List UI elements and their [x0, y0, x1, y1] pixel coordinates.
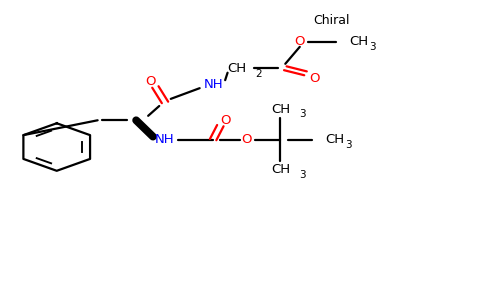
Text: 3: 3 [299, 170, 305, 180]
Text: CH: CH [227, 62, 247, 75]
Text: NH: NH [203, 78, 223, 91]
Text: NH: NH [155, 133, 175, 146]
Text: Chiral: Chiral [313, 14, 349, 27]
Text: O: O [309, 72, 319, 85]
Text: O: O [145, 75, 156, 88]
Text: CH: CH [349, 35, 368, 48]
Text: O: O [294, 35, 305, 48]
Text: CH: CH [271, 164, 290, 176]
Text: 2: 2 [256, 69, 262, 79]
Text: 3: 3 [346, 140, 352, 150]
Text: 3: 3 [299, 109, 305, 119]
Text: O: O [220, 114, 230, 127]
Text: CH: CH [325, 133, 344, 146]
Text: 3: 3 [369, 42, 376, 52]
Text: CH: CH [271, 103, 290, 116]
Text: O: O [242, 133, 252, 146]
